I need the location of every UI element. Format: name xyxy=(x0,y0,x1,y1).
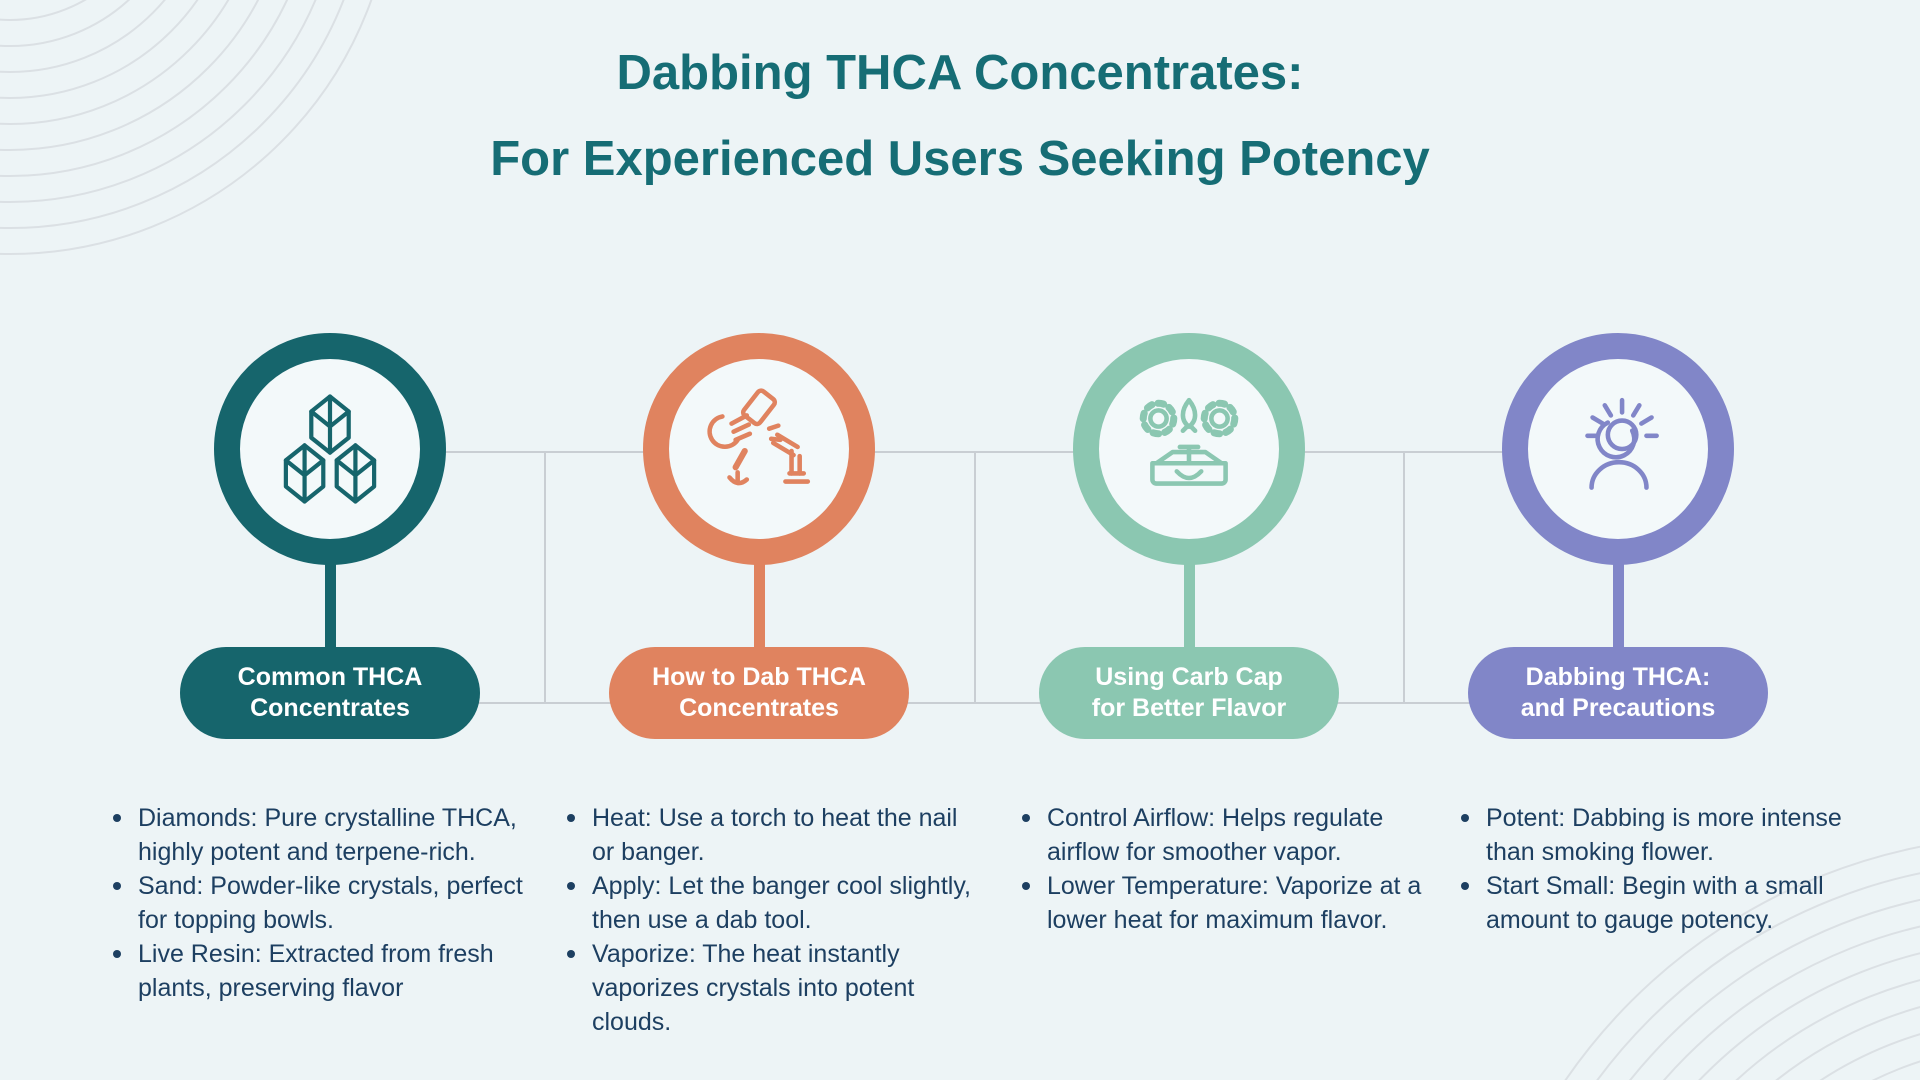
bullet-item: Lower Temperature: Vaporize at a lower h… xyxy=(1019,869,1439,937)
page-title: Dabbing THCA Concentrates: For Experienc… xyxy=(0,30,1920,202)
connector-line-vertical xyxy=(544,451,546,704)
bullet-item: Vaporize: The heat instantly vaporizes c… xyxy=(564,937,984,1039)
section-dabbing-precautions: Dabbing THCA: and Precautions Potent: Da… xyxy=(1388,333,1848,937)
bullet-item: Control Airflow: Helps regulate airflow … xyxy=(1019,801,1439,869)
pill-label-line1: Dabbing THCA: xyxy=(1525,663,1711,691)
connector-line-vertical xyxy=(974,451,976,704)
section-circle xyxy=(214,333,446,565)
section-stem xyxy=(324,564,336,647)
section-bullet-list: Heat: Use a torch to heat the nail or ba… xyxy=(564,801,984,1039)
pill-label-line1: Common THCA xyxy=(237,663,423,691)
crystals-icon xyxy=(283,394,377,504)
section-bullet-list: Control Airflow: Helps regulate airflow … xyxy=(1019,801,1439,937)
page-title-line2: For Experienced Users Seeking Potency xyxy=(490,132,1430,186)
section-pill-label: Common THCA Concentrates xyxy=(180,647,480,739)
section-how-to-dab-thca: How to Dab THCA Concentrates Heat: Use a… xyxy=(529,333,989,1039)
section-bullet-list: Diamonds: Pure crystalline THCA, highly … xyxy=(110,801,530,1005)
section-stem xyxy=(1612,564,1624,647)
section-using-carb-cap: Using Carb Cap for Better Flavor Control… xyxy=(959,333,1421,937)
bullet-item: Heat: Use a torch to heat the nail or ba… xyxy=(564,801,984,869)
section-stem xyxy=(753,564,765,647)
torch-and-banger-icon xyxy=(707,388,811,486)
section-stem xyxy=(1183,564,1195,647)
section-pill-label: How to Dab THCA Concentrates xyxy=(609,647,909,739)
section-circle xyxy=(1073,333,1305,565)
section-circle xyxy=(1502,333,1734,565)
section-pill-label: Dabbing THCA: and Precautions xyxy=(1468,647,1768,739)
bullet-item: Live Resin: Extracted from fresh plants,… xyxy=(110,937,530,1005)
page-title-line1: Dabbing THCA Concentrates: xyxy=(616,46,1304,100)
bullet-item: Potent: Dabbing is more intense than smo… xyxy=(1458,801,1878,869)
gears-carb-cap-icon xyxy=(1139,397,1239,486)
bullet-item: Diamonds: Pure crystalline THCA, highly … xyxy=(110,801,530,869)
section-pill-label: Using Carb Cap for Better Flavor xyxy=(1039,647,1339,739)
bullet-item: Sand: Powder-like crystals, perfect for … xyxy=(110,869,530,937)
bullet-item: Apply: Let the banger cool slightly, the… xyxy=(564,869,984,937)
section-circle xyxy=(643,333,875,565)
bullet-item: Start Small: Begin with a small amount t… xyxy=(1458,869,1878,937)
pill-label-line2: Concentrates xyxy=(679,694,839,722)
section-bullet-list: Potent: Dabbing is more intense than smo… xyxy=(1458,801,1878,937)
pill-label-line1: How to Dab THCA xyxy=(652,663,866,691)
connector-line-vertical xyxy=(1403,451,1405,704)
pill-label-line2: and Precautions xyxy=(1520,694,1716,722)
pill-label-line2: Concentrates xyxy=(250,694,410,722)
pill-label-line1: Using Carb Cap xyxy=(1095,663,1283,691)
person-caution-icon xyxy=(1585,397,1659,490)
section-common-thca-concentrates: Common THCA Concentrates Diamonds: Pure … xyxy=(100,333,560,1005)
pill-label-line2: for Better Flavor xyxy=(1091,694,1287,722)
